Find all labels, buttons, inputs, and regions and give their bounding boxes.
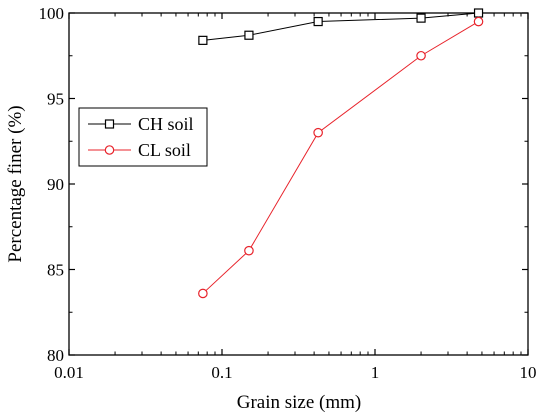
series-ch-soil <box>198 8 484 45</box>
x-axis-title: Grain size (mm) <box>237 392 362 413</box>
data-point-ch-soil <box>198 35 208 45</box>
legend-box <box>78 107 208 167</box>
legend-marker-ch-soil <box>104 119 115 129</box>
data-point-ch-soil <box>313 16 323 27</box>
y-tick-label: 100 <box>39 4 65 23</box>
y-axis-title: Percentage finer (%) <box>5 105 26 262</box>
plot-frame <box>68 12 529 356</box>
series-cl-soil <box>198 16 484 299</box>
y-tick-label: 90 <box>47 175 64 194</box>
x-tick-label: 1 <box>371 363 380 382</box>
data-point-cl-soil <box>198 288 208 299</box>
data-point-ch-soil <box>416 13 426 23</box>
data-point-cl-soil <box>313 127 323 138</box>
legend-marker-cl-soil <box>104 145 115 155</box>
legend-label-ch-soil: CH soil <box>138 114 194 134</box>
legend-items: CH soil CL soil <box>88 114 194 160</box>
y-tick-label: 80 <box>47 346 64 365</box>
data-point-ch-soil <box>473 8 484 18</box>
plot-area-border <box>68 12 529 356</box>
x-tick-label: 0.01 <box>54 363 84 382</box>
x-tick-label: 0.1 <box>211 363 232 382</box>
series-layer <box>198 8 484 299</box>
minor-ticks <box>69 13 528 355</box>
y-tick-label: 85 <box>47 261 64 280</box>
legend-label-cl-soil: CL soil <box>138 140 191 160</box>
series-line-cl-soil <box>202 21 479 294</box>
y-axis-ticks: 80 85 90 95 100 <box>39 4 528 365</box>
data-point-cl-soil <box>416 50 426 61</box>
series-line-ch-soil <box>202 12 479 41</box>
x-axis-ticks: 0.01 0.1 1 10 <box>54 13 537 382</box>
data-point-ch-soil <box>244 30 254 40</box>
data-point-cl-soil <box>244 245 254 256</box>
data-point-cl-soil <box>473 16 484 27</box>
y-tick-label: 95 <box>47 90 64 109</box>
legend: CH soil CL soil <box>78 107 208 167</box>
x-tick-label: 10 <box>520 363 537 382</box>
